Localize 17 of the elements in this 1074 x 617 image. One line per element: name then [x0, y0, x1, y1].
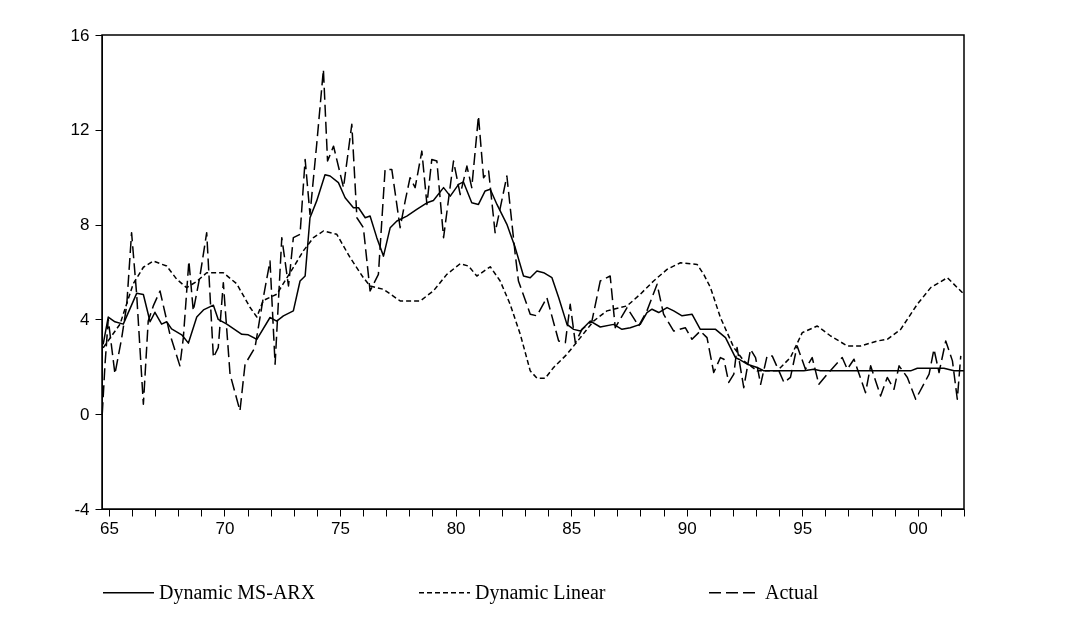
legend-label: Dynamic Linear	[475, 580, 606, 604]
x-tick-label: 85	[562, 518, 582, 538]
y-tick-label: 0	[80, 404, 90, 424]
y-tick-label: 8	[80, 215, 90, 235]
y-tick-label: 4	[80, 309, 90, 329]
x-tick-label: 95	[793, 518, 813, 538]
x-tick-label: 65	[99, 518, 119, 538]
x-tick-label: 75	[331, 518, 350, 538]
x-tick-label: 80	[446, 518, 466, 538]
x-tick-label: 00	[908, 518, 928, 538]
y-tick-label: 12	[70, 120, 90, 140]
y-tick-label: -4	[74, 499, 90, 519]
x-tick-label: 70	[215, 518, 235, 538]
legend-label: Actual	[765, 580, 819, 603]
x-tick-label: 90	[677, 518, 697, 538]
legend-label: Dynamic MS-ARX	[159, 580, 316, 604]
y-tick-label: 16	[70, 25, 90, 45]
